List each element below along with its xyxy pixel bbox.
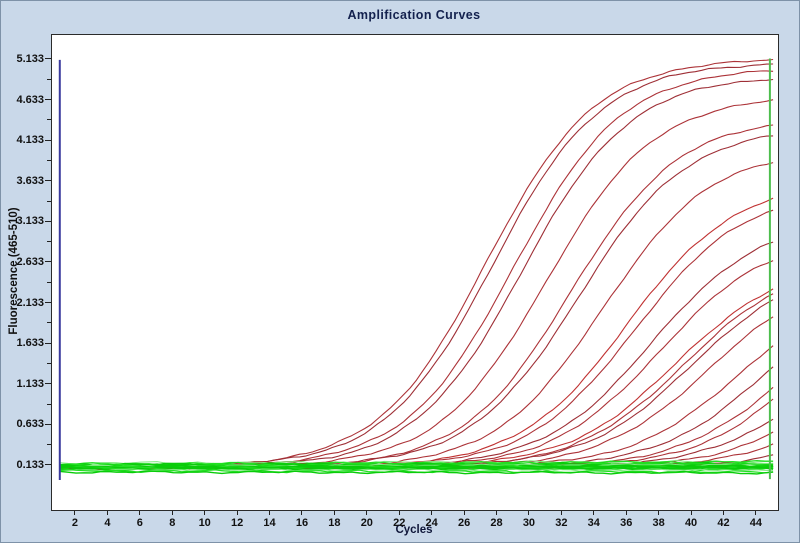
y-tick-label: 4.133 <box>16 134 44 147</box>
x-tick-mark <box>722 511 724 515</box>
x-tick-mark <box>658 511 660 515</box>
y-minor-tick-mark <box>47 444 51 446</box>
y-tick-label: 0.133 <box>16 458 44 471</box>
x-tick-label: 24 <box>425 517 438 529</box>
plot-area[interactable] <box>51 34 779 511</box>
x-tick-label: 8 <box>169 517 176 529</box>
x-tick-label: 10 <box>198 517 211 529</box>
x-tick-mark <box>431 511 433 515</box>
x-tick-mark <box>366 511 368 515</box>
x-tick-mark <box>496 511 498 515</box>
red-curve-positive-19[interactable] <box>59 386 774 470</box>
y-tick-label: 1.133 <box>16 377 44 390</box>
y-tick-mark <box>45 261 51 263</box>
x-tick-label: 16 <box>295 517 309 529</box>
x-tick-mark <box>593 511 595 515</box>
red-curve-positive-02[interactable] <box>59 63 774 470</box>
y-tick-label: 2.633 <box>16 255 44 268</box>
x-tick-label: 14 <box>263 517 276 529</box>
curves-canvas[interactable] <box>52 35 778 510</box>
y-tick-mark <box>45 302 51 304</box>
x-tick-label: 26 <box>457 517 471 529</box>
red-curve-positive-13[interactable] <box>59 288 774 469</box>
y-tick-mark <box>45 180 51 182</box>
y-tick-mark <box>45 383 51 385</box>
x-tick-mark <box>171 511 173 515</box>
y-minor-tick-mark <box>47 281 51 283</box>
x-tick-label: 38 <box>652 517 665 529</box>
x-tick-mark <box>528 511 530 515</box>
x-tick-mark <box>74 511 76 515</box>
x-tick-mark <box>463 511 465 515</box>
red-curve-positive-06[interactable] <box>59 124 774 470</box>
x-axis-title: Cycles <box>395 524 433 536</box>
x-tick-mark <box>625 511 627 515</box>
x-tick-mark <box>398 511 400 515</box>
y-tick-label: 3.633 <box>16 174 44 187</box>
x-tick-label: 44 <box>749 517 763 529</box>
x-tick-label: 30 <box>522 517 536 529</box>
y-minor-tick-mark <box>47 322 51 324</box>
x-tick-mark <box>139 511 141 515</box>
red-curve-positive-07[interactable] <box>59 135 774 469</box>
y-tick-label: 5.133 <box>16 52 44 65</box>
chart-title: Amplification Curves <box>347 8 481 22</box>
y-tick-label: 3.133 <box>16 215 44 228</box>
x-tick-mark <box>690 511 692 515</box>
x-tick-label: 40 <box>684 517 698 529</box>
x-tick-mark <box>106 511 108 515</box>
x-tick-label: 36 <box>620 517 633 529</box>
y-minor-tick-mark <box>47 362 51 364</box>
x-tick-mark <box>204 511 206 515</box>
y-tick-label: 0.633 <box>16 418 44 431</box>
y-tick-mark <box>45 58 51 60</box>
x-tick-label: 20 <box>360 517 373 529</box>
y-minor-tick-mark <box>47 241 51 243</box>
x-tick-mark <box>333 511 335 515</box>
y-minor-tick-mark <box>47 78 51 80</box>
y-minor-tick-mark <box>47 159 51 161</box>
red-curve-positive-11[interactable] <box>59 241 774 470</box>
x-tick-label: 12 <box>230 517 244 529</box>
x-tick-label: 22 <box>393 517 406 529</box>
green-curve-negative-12[interactable] <box>59 468 774 472</box>
x-tick-label: 4 <box>104 517 111 529</box>
y-tick-mark <box>45 423 51 425</box>
red-curve-positive-08[interactable] <box>59 162 774 470</box>
x-tick-label: 32 <box>555 517 568 529</box>
x-tick-mark <box>236 511 238 515</box>
y-tick-mark <box>45 220 51 222</box>
x-tick-label: 18 <box>328 517 341 529</box>
y-tick-label: 2.133 <box>16 296 44 309</box>
x-tick-mark <box>560 511 562 515</box>
green-curve-negative-14[interactable] <box>59 470 774 475</box>
red-curve-positive-05[interactable] <box>59 99 774 469</box>
y-minor-tick-mark <box>47 119 51 121</box>
y-tick-label: 4.633 <box>16 93 44 106</box>
x-tick-mark <box>755 511 757 515</box>
x-tick-label: 28 <box>490 517 503 529</box>
y-tick-mark <box>45 99 51 101</box>
red-curve-positive-16[interactable] <box>59 316 774 470</box>
x-tick-label: 6 <box>136 517 143 529</box>
y-tick-mark <box>45 464 51 466</box>
x-tick-label: 34 <box>587 517 600 529</box>
red-curve-positive-21[interactable] <box>59 418 774 469</box>
x-tick-label: 2 <box>71 517 79 529</box>
y-minor-tick-mark <box>47 200 51 202</box>
red-curve-positive-09[interactable] <box>59 197 774 470</box>
y-tick-mark <box>45 342 51 344</box>
y-tick-label: 1.633 <box>16 337 44 350</box>
red-curve-positive-03[interactable] <box>59 70 774 469</box>
x-tick-mark <box>269 511 271 515</box>
x-tick-mark <box>301 511 303 515</box>
y-tick-mark <box>45 139 51 141</box>
red-curve-positive-10[interactable] <box>59 209 774 470</box>
x-tick-label: 42 <box>717 517 730 529</box>
y-minor-tick-mark <box>47 403 51 405</box>
